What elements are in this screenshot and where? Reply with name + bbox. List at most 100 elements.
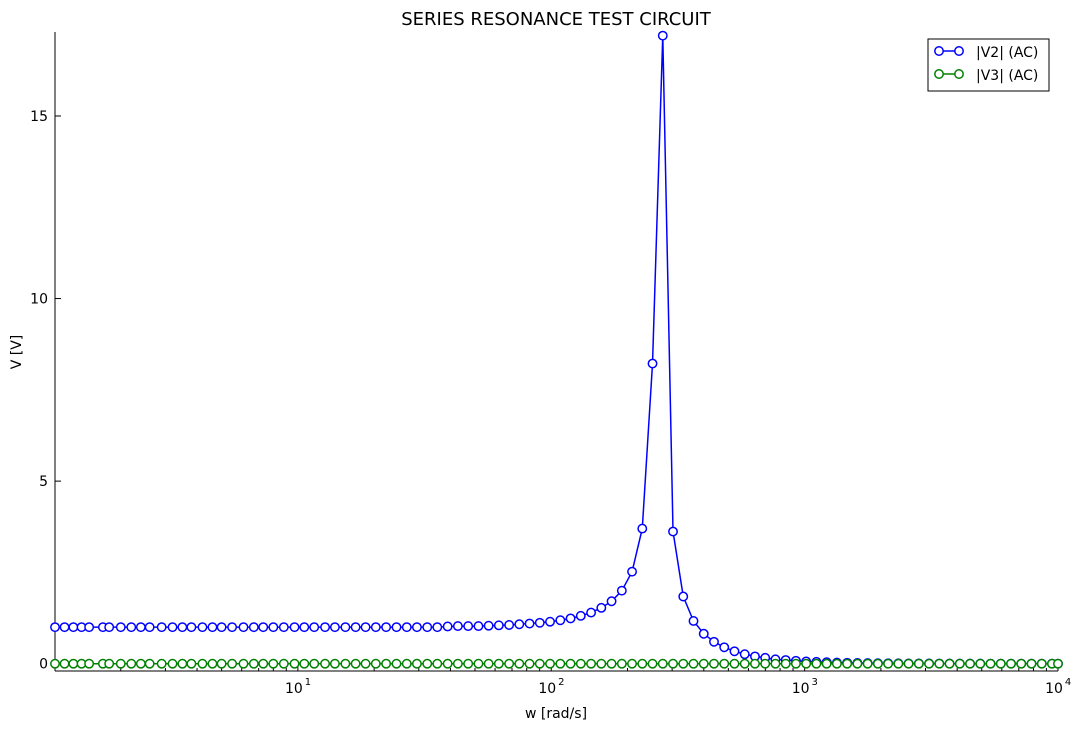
- series-1-point-65: [709, 658, 719, 669]
- series-0-point-41: [463, 621, 474, 632]
- series-1-point-54: [596, 658, 607, 669]
- series-1-point-4: [84, 658, 95, 669]
- series-1-point-12: [167, 658, 178, 669]
- series-0-point-55: [606, 596, 617, 607]
- series-1-point-45: [504, 658, 515, 669]
- series-1-point-79: [852, 658, 863, 669]
- series-0-point-2: [68, 622, 79, 633]
- series-1-point-64: [698, 658, 709, 669]
- series-1-point-96: [1026, 658, 1037, 669]
- series-0-point-29: [340, 622, 351, 633]
- x-tick-label-1: 10: [538, 681, 556, 697]
- series-1-point-15: [197, 658, 208, 669]
- series-1-point-1: [59, 658, 70, 669]
- series-0-point-33: [381, 622, 392, 633]
- series-1-point-78: [842, 658, 853, 669]
- legend-label-v2: |V2| (AC): [976, 45, 1038, 61]
- series-0-point-38: [432, 622, 443, 633]
- series-1-point-38: [432, 658, 443, 669]
- series-1-point-23: [278, 658, 289, 669]
- series-1-point-7: [115, 658, 126, 669]
- series-1-point-21: [258, 658, 269, 669]
- series-1-point-97: [1036, 658, 1047, 669]
- series-1-point-49: [545, 658, 555, 669]
- y-tick-label-2: 10: [30, 292, 48, 308]
- series-0-point-10: [144, 622, 155, 633]
- series-1-point-88: [944, 658, 955, 669]
- series-0-point-58: [637, 523, 648, 534]
- series-0-point-15: [197, 622, 208, 633]
- series-1-point-62: [678, 658, 689, 669]
- series-0-point-21: [258, 622, 269, 633]
- series-0-point-42: [473, 621, 484, 632]
- series-1-point-58: [637, 658, 648, 669]
- series-1-point-61: [668, 658, 678, 669]
- series-0-point-67: [729, 646, 740, 657]
- series-1-point-9: [135, 658, 146, 669]
- y-axis-label: V [V]: [9, 335, 25, 370]
- y-tick-label-0: 0: [39, 657, 48, 673]
- series-0-point-57: [627, 566, 638, 577]
- x-tick-exponent-0: 1: [305, 677, 311, 688]
- series-1-point-34: [391, 658, 402, 669]
- series-0-point-44: [493, 620, 504, 631]
- series-0-point-31: [360, 622, 371, 633]
- series-1-point-66: [719, 658, 730, 669]
- legend-label-v3: |V3| (AC): [976, 68, 1038, 84]
- series-1-point-26: [309, 658, 320, 669]
- series-0-point-53: [586, 607, 597, 618]
- series-0-point-66: [719, 642, 730, 653]
- series-1-point-29: [340, 658, 351, 669]
- series-0-point-48: [534, 617, 545, 628]
- series-0-point-1: [59, 622, 70, 633]
- series-1-point-99: [1053, 658, 1063, 669]
- series-1-point-68: [739, 658, 750, 669]
- series-1-point-55: [606, 658, 617, 669]
- series-1-point-75: [811, 658, 822, 669]
- x-tick-exponent-1: 2: [558, 677, 564, 688]
- series-1-point-89: [954, 658, 965, 669]
- y-tick-label-3: 15: [30, 109, 48, 125]
- series-1-point-2: [68, 658, 79, 669]
- series-1-point-0: [50, 658, 60, 669]
- series-0-point-47: [524, 618, 535, 629]
- series-1-point-77: [831, 658, 842, 669]
- legend-marker-v2-end: [954, 46, 964, 56]
- series-1-point-48: [534, 658, 545, 669]
- x-tick-label-0: 10: [285, 681, 303, 697]
- series-0-point-13: [177, 622, 188, 633]
- series-1-point-52: [575, 658, 586, 669]
- series-0-point-18: [227, 622, 238, 633]
- series-0-point-68: [739, 649, 750, 660]
- series-1-point-18: [227, 658, 238, 669]
- series-0-point-51: [565, 613, 576, 624]
- x-ticks: 10 1 10 2 10 3 10 4: [120, 665, 1071, 697]
- series-0-point-61: [668, 526, 678, 537]
- series-1-point-71: [770, 658, 781, 669]
- x-tick-exponent-2: 3: [811, 677, 817, 688]
- series-1-point-57: [627, 658, 638, 669]
- series-0-point-52: [575, 610, 586, 621]
- series-0-point-17: [216, 622, 227, 633]
- series-1-point-73: [790, 658, 801, 669]
- series-1-point-69: [750, 658, 760, 669]
- series-1-point-81: [872, 658, 883, 669]
- series-0-point-25: [299, 622, 310, 633]
- series-1-point-37: [422, 658, 433, 669]
- series-1-point-42: [473, 658, 484, 669]
- series-1-point-31: [360, 658, 371, 669]
- series-1-point-8: [126, 658, 137, 669]
- y-tick-label-1: 5: [39, 474, 48, 490]
- series-1-point-60: [657, 658, 668, 669]
- series-1-point-28: [329, 658, 340, 669]
- series-1-point-33: [381, 658, 392, 669]
- series-1-point-19: [238, 658, 249, 669]
- series-1-point-91: [975, 658, 986, 669]
- series-1-point-76: [821, 658, 832, 669]
- series-0-point-24: [289, 622, 300, 633]
- series-1-point-30: [350, 658, 361, 669]
- series-0-point-0: [50, 622, 60, 633]
- chart-title: SERIES RESONANCE TEST CIRCUIT: [401, 9, 712, 30]
- series-0-point-56: [616, 585, 627, 596]
